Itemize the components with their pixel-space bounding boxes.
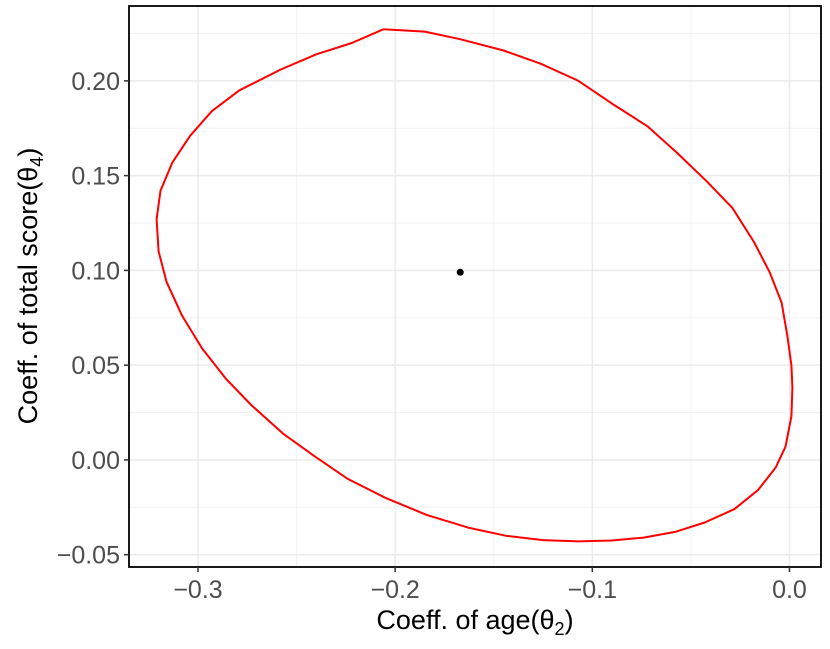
x-axis-title-main: Coeff. of age(θ [376, 605, 554, 635]
x-tick-label: −0.2 [370, 576, 419, 604]
point-layer [456, 268, 464, 276]
x-ticks: −0.3 −0.2 −0.1 0.0 [173, 567, 807, 604]
y-tick-label: 0.15 [71, 163, 120, 191]
panel-border [128, 5, 822, 568]
ellipse-series-line [155, 28, 794, 543]
y-tick-label: 0.10 [71, 257, 120, 285]
x-tick-label: −0.1 [568, 576, 617, 604]
center-point [456, 268, 464, 276]
y-axis-title: Coeff. of total score(θ4) [13, 148, 47, 425]
grid-minor [129, 6, 821, 567]
series-layer [155, 28, 794, 543]
y-tick-label: 0.05 [71, 352, 120, 380]
y-axis-title-sub: 4 [27, 157, 47, 167]
y-tick-label: 0.00 [71, 447, 120, 475]
grid-major [129, 6, 821, 567]
y-axis-title-close: ) [13, 148, 43, 157]
x-axis-title-close: ) [565, 605, 574, 635]
y-tick-label: 0.20 [71, 68, 120, 96]
y-ticks: −0.05 0.00 0.05 0.10 0.15 0.20 [57, 68, 129, 570]
y-axis-title-main: Coeff. of total score(θ [13, 167, 43, 425]
x-axis-title: Coeff. of age(θ2) [376, 605, 573, 639]
x-axis-title-sub: 2 [555, 619, 565, 639]
x-tick-label: 0.0 [772, 576, 807, 604]
y-tick-label: −0.05 [57, 542, 120, 570]
x-tick-label: −0.3 [173, 576, 222, 604]
